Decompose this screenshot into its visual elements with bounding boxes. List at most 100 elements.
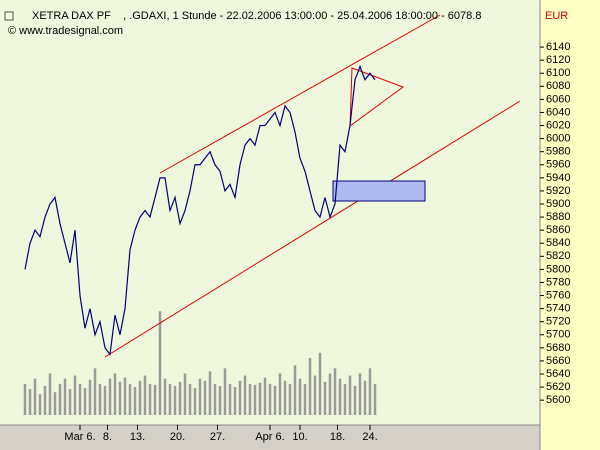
y-tick-label: 5820 bbox=[546, 250, 570, 262]
volume-bar bbox=[183, 373, 187, 415]
volume-bar bbox=[283, 380, 287, 415]
volume-bar bbox=[173, 385, 177, 415]
volume-bar bbox=[148, 383, 152, 415]
volume-bar bbox=[343, 383, 347, 415]
y-tick-label: 6080 bbox=[546, 80, 570, 92]
volume-bar bbox=[118, 381, 122, 415]
volume-bar bbox=[253, 384, 257, 415]
volume-bar bbox=[273, 385, 277, 415]
volume-bar bbox=[73, 375, 77, 415]
volume-bar bbox=[48, 373, 52, 415]
volume-bar bbox=[338, 378, 342, 415]
y-tick-label: 5960 bbox=[546, 159, 570, 171]
y-tick-label: 5860 bbox=[546, 224, 570, 236]
x-tick-label: 20. bbox=[170, 431, 185, 443]
volume-bar bbox=[328, 373, 332, 415]
volume-bar bbox=[248, 383, 252, 415]
volume-bar bbox=[133, 386, 137, 415]
x-tick-label: Apr 6. bbox=[255, 431, 284, 443]
x-tick-label: 8. bbox=[103, 431, 112, 443]
volume-bar bbox=[53, 392, 57, 415]
y-tick-label: 5720 bbox=[546, 316, 570, 328]
y-tick-label: 5760 bbox=[546, 289, 570, 301]
volume-bar bbox=[98, 383, 102, 415]
volume-bar bbox=[208, 371, 212, 415]
volume-bar bbox=[333, 368, 337, 415]
volume-bar bbox=[288, 383, 292, 415]
volume-bar bbox=[193, 388, 197, 415]
y-tick-label: 5740 bbox=[546, 303, 570, 315]
y-tick-label: 5660 bbox=[546, 355, 570, 367]
volume-bar bbox=[228, 383, 232, 415]
volume-bar bbox=[168, 383, 172, 415]
x-tick-label: 18. bbox=[330, 431, 345, 443]
volume-bar bbox=[108, 378, 112, 415]
y-tick-label: 6000 bbox=[546, 133, 570, 145]
volume-bar bbox=[138, 380, 142, 415]
y-tick-label: 5880 bbox=[546, 211, 570, 223]
volume-bar bbox=[373, 383, 377, 415]
y-tick-label: 5840 bbox=[546, 237, 570, 249]
volume-bar bbox=[278, 373, 282, 415]
volume-bar bbox=[268, 383, 272, 415]
chart-title: XETRA DAX PF , .GDAXI, 1 Stunde - 22.02.… bbox=[32, 10, 481, 22]
volume-bar bbox=[318, 352, 322, 415]
y-tick-label: 6020 bbox=[546, 119, 570, 131]
x-tick-label: 13. bbox=[130, 431, 145, 443]
x-tick-label: 24. bbox=[362, 431, 377, 443]
volume-bar bbox=[78, 383, 82, 415]
triangle bbox=[349, 67, 405, 128]
icon bbox=[4, 11, 14, 21]
x-tick-label: 27. bbox=[210, 431, 225, 443]
trend-line bbox=[104, 100, 521, 358]
volume-bar bbox=[153, 384, 157, 415]
y-tick-label: 5940 bbox=[546, 172, 570, 184]
volume-bar bbox=[258, 382, 262, 415]
currency: EUR bbox=[545, 10, 568, 22]
y-tick-label: 5680 bbox=[546, 342, 570, 354]
volume-bar bbox=[58, 383, 62, 415]
volume-bar bbox=[93, 368, 97, 415]
y-tick-label: 5600 bbox=[546, 394, 570, 406]
volume-bar bbox=[103, 385, 107, 415]
axis-panel bbox=[540, 0, 600, 450]
volume-bar bbox=[308, 357, 312, 415]
volume-bar bbox=[123, 377, 127, 415]
volume-bar bbox=[83, 388, 87, 415]
volume-bar bbox=[368, 368, 372, 415]
volume-bar bbox=[313, 375, 317, 415]
y-tick-label: 5900 bbox=[546, 198, 570, 210]
volume-bar bbox=[218, 385, 222, 415]
x-tick-label: Mar 6. bbox=[64, 431, 95, 443]
volume-bar bbox=[358, 373, 362, 415]
y-tick-label: 6040 bbox=[546, 106, 570, 118]
volume-bar bbox=[113, 373, 117, 415]
y-tick-label: 6060 bbox=[546, 93, 570, 105]
volume-bar bbox=[363, 380, 367, 415]
y-tick-label: 5800 bbox=[546, 263, 570, 275]
volume-bar bbox=[323, 381, 327, 415]
volume-bar bbox=[303, 383, 307, 415]
y-tick-label: 5640 bbox=[546, 368, 570, 380]
plot-background bbox=[0, 0, 540, 425]
volume-bar bbox=[233, 386, 237, 415]
y-tick-label: 5620 bbox=[546, 381, 570, 393]
volume-bar bbox=[128, 383, 132, 415]
volume-bar bbox=[158, 311, 162, 415]
drawings bbox=[104, 14, 521, 358]
y-tick-label: 5980 bbox=[546, 146, 570, 158]
volume-bar bbox=[223, 368, 227, 415]
volume-bar bbox=[28, 389, 32, 415]
price-line bbox=[24, 65, 376, 356]
source: © www.tradesignal.com bbox=[8, 25, 123, 37]
y-tick-label: 6120 bbox=[546, 54, 570, 66]
volume-bar bbox=[88, 379, 92, 415]
volume-bar bbox=[63, 378, 67, 415]
volume-bar bbox=[163, 378, 167, 415]
volume-bar bbox=[68, 389, 72, 415]
volume-bar bbox=[33, 378, 37, 415]
zone-box bbox=[332, 180, 426, 202]
volume-bar bbox=[143, 375, 147, 415]
y-tick-label: 5920 bbox=[546, 185, 570, 197]
